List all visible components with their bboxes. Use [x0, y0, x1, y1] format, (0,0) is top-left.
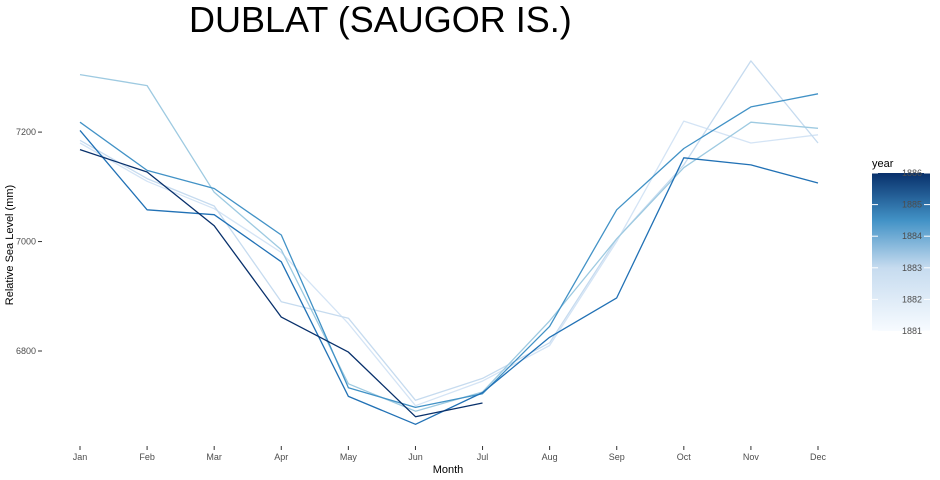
legend-tick-label: 1884	[902, 231, 922, 241]
legend: year 1881 1882 1883 1884 1885 1886	[872, 158, 930, 336]
x-axis-title: Month	[433, 464, 464, 476]
x-tick-label: Aug	[542, 452, 558, 462]
legend-tick-label: 1886	[902, 168, 922, 178]
y-tick-label: 7200	[16, 127, 36, 137]
series-line-1886	[79, 148, 483, 418]
y-tick-label: 7000	[16, 237, 36, 247]
x-tick-label: Jul	[477, 452, 489, 462]
series-line-1882	[79, 60, 819, 401]
legend-colorbar	[872, 173, 930, 331]
plot-series	[79, 60, 819, 425]
chart-title: DUBLAT (SAUGOR IS.)	[189, 0, 572, 40]
legend-ticks: 1881 1882 1883 1884 1885 1886	[872, 168, 930, 336]
x-tick-label: Apr	[274, 452, 288, 462]
x-tick-label: Sep	[609, 452, 625, 462]
series-line-1884	[79, 93, 819, 409]
legend-tick-label: 1883	[902, 263, 922, 273]
series-line-1885	[79, 129, 819, 425]
x-tick-label: Mar	[206, 452, 222, 462]
legend-tick-label: 1881	[902, 326, 922, 336]
y-axis: 6800 7000 7200	[16, 127, 42, 356]
legend-title: year	[872, 158, 894, 170]
x-tick-label: Dec	[810, 452, 827, 462]
legend-tick-label: 1885	[902, 200, 922, 210]
x-tick-label: Oct	[677, 452, 692, 462]
series-line-1881	[79, 120, 819, 407]
y-tick-label: 6800	[16, 346, 36, 356]
series-line-1883	[79, 73, 819, 412]
x-tick-label: Jan	[73, 452, 88, 462]
x-tick-label: Jun	[408, 452, 423, 462]
x-tick-label: May	[340, 452, 358, 462]
y-axis-title: Relative Sea Level (mm)	[4, 185, 16, 305]
x-axis: Jan Feb Mar Apr May Jun Jul Aug Sep Oct Nov Dec	[73, 446, 827, 462]
x-tick-label: Nov	[743, 452, 760, 462]
x-tick-label: Feb	[139, 452, 155, 462]
legend-tick-label: 1882	[902, 294, 922, 304]
